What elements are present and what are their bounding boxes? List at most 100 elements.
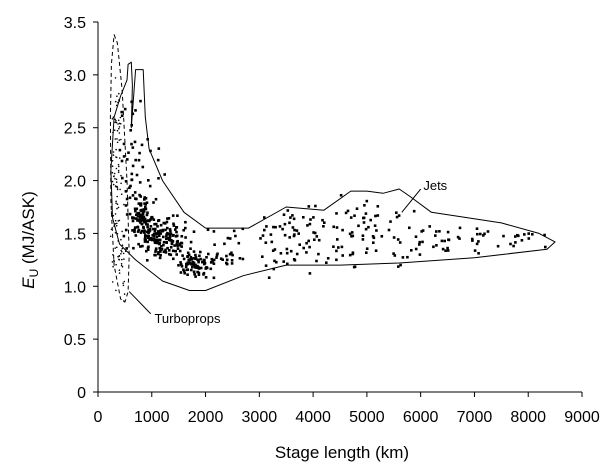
point-jets <box>133 140 137 144</box>
y-tick-label: 3.0 <box>64 68 86 85</box>
point-jets <box>147 245 150 249</box>
point-turboprops <box>120 174 122 177</box>
point-jets <box>335 212 338 215</box>
point-turboprops <box>116 129 119 132</box>
annotations: Jets Turboprops <box>128 178 448 326</box>
point-jets <box>341 228 344 232</box>
point-jets <box>139 213 142 217</box>
point-jets <box>134 209 137 213</box>
point-jets <box>192 264 195 267</box>
point-jets <box>398 241 402 244</box>
point-jets <box>196 258 199 262</box>
point-jets <box>293 228 296 232</box>
point-jets <box>143 220 146 224</box>
point-jets <box>162 250 166 254</box>
point-turboprops <box>117 169 120 172</box>
y-tick-label: 2.5 <box>64 121 86 138</box>
point-jets <box>127 151 130 154</box>
point-jets <box>241 227 245 231</box>
point-jets <box>210 257 214 261</box>
point-jets <box>149 149 152 153</box>
point-turboprops <box>116 187 119 189</box>
point-jets <box>446 230 450 234</box>
point-jets <box>193 265 197 269</box>
x-tick-label: 2000 <box>188 409 224 426</box>
point-turboprops <box>117 101 119 104</box>
point-jets <box>482 234 485 237</box>
point-jets <box>362 216 365 220</box>
point-jets <box>282 260 285 263</box>
point-turboprops <box>121 247 124 250</box>
point-jets <box>520 239 524 242</box>
point-jets <box>149 218 152 221</box>
point-jets <box>161 228 165 232</box>
point-jets <box>180 245 183 248</box>
point-jets <box>438 230 441 233</box>
y-tick-label: 2.0 <box>64 174 86 191</box>
point-jets <box>131 219 135 223</box>
point-jets <box>140 229 144 233</box>
point-jets <box>147 234 151 238</box>
point-turboprops <box>118 139 121 141</box>
point-jets <box>124 180 128 183</box>
point-jets <box>136 219 139 222</box>
point-turboprops <box>115 104 118 107</box>
point-jets <box>166 226 169 230</box>
point-jets <box>512 244 515 248</box>
point-jets <box>137 212 141 215</box>
point-jets <box>139 221 142 224</box>
point-turboprops <box>116 195 118 198</box>
point-turboprops <box>115 181 118 183</box>
point-turboprops <box>113 172 116 175</box>
point-jets <box>156 240 159 243</box>
x-tick-label: 9000 <box>564 409 600 426</box>
point-jets <box>325 261 328 264</box>
point-jets <box>146 240 149 244</box>
point-jets <box>144 234 147 237</box>
point-jets <box>207 252 210 256</box>
jets-label: Jets <box>423 178 447 193</box>
point-turboprops <box>115 178 118 181</box>
point-jets <box>194 253 197 257</box>
point-turboprops <box>120 182 122 185</box>
point-jets <box>307 239 310 243</box>
point-turboprops <box>117 240 119 242</box>
point-jets <box>138 193 141 197</box>
point-jets <box>406 255 409 259</box>
point-jets <box>188 262 192 265</box>
point-jets <box>159 253 162 257</box>
point-jets <box>435 230 438 233</box>
point-jets <box>314 204 317 208</box>
point-jets <box>184 265 188 269</box>
point-jets <box>190 258 194 261</box>
point-jets <box>183 271 186 275</box>
point-jets <box>232 229 236 233</box>
point-jets <box>130 123 133 127</box>
point-jets <box>187 258 191 261</box>
y-tick-label: 3.5 <box>64 15 86 32</box>
point-turboprops <box>116 185 118 188</box>
point-jets <box>274 225 277 229</box>
data-points <box>109 77 547 302</box>
point-jets <box>166 246 169 250</box>
point-jets <box>122 142 126 146</box>
point-jets <box>168 252 171 256</box>
point-jets <box>339 194 343 197</box>
point-jets <box>514 241 517 244</box>
point-jets <box>130 100 133 104</box>
point-turboprops <box>112 183 115 186</box>
point-jets <box>168 232 171 236</box>
point-jets <box>527 237 531 240</box>
point-jets <box>298 243 301 246</box>
point-jets <box>269 233 273 236</box>
point-turboprops <box>110 228 113 231</box>
point-jets <box>147 230 151 233</box>
point-jets <box>166 217 169 220</box>
point-jets <box>124 228 128 232</box>
point-jets <box>152 218 156 221</box>
point-jets <box>146 211 149 214</box>
point-jets <box>375 229 378 232</box>
point-jets <box>230 251 233 255</box>
point-jets <box>184 226 187 230</box>
point-jets <box>410 249 413 252</box>
